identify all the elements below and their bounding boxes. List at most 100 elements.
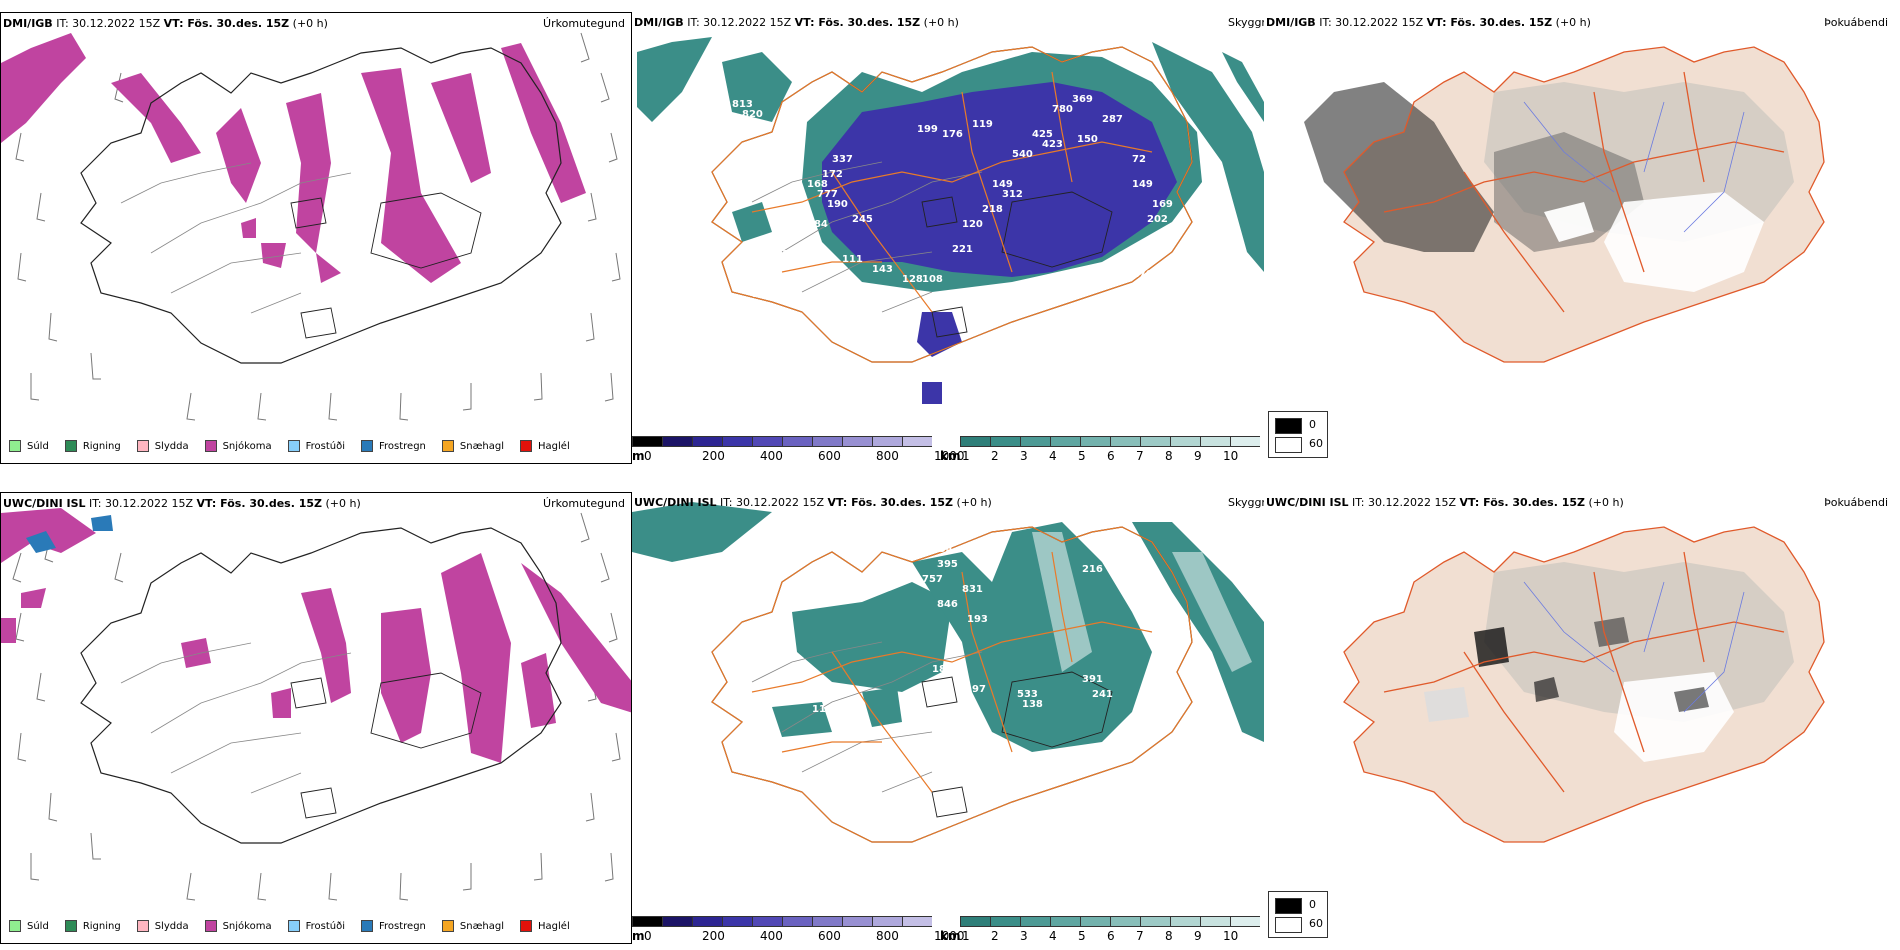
snow-depth-label: 369	[1072, 94, 1093, 105]
snow-depth-label: 149	[992, 179, 1013, 190]
vis-scale-tick: 10	[1223, 449, 1239, 463]
snow-depth-label: 780	[1052, 104, 1073, 115]
legend-label: Rigning	[82, 440, 121, 452]
vis-colorbar-step	[990, 916, 1020, 927]
snow-colorbar-step	[692, 916, 722, 927]
snow-depth-label: 484	[807, 219, 828, 230]
vis-scale-tick: 6	[1107, 449, 1115, 463]
legend-swatch	[64, 440, 77, 452]
legend-item: Snjókoma	[199, 920, 272, 932]
panel-title: Úrkomutegund	[543, 497, 625, 510]
header: DMI/IGB IT: 30.12.2022 15Z VT: Fös. 30.d…	[3, 17, 328, 30]
snow-depth-label: 119	[972, 119, 993, 130]
snow-depth-areas	[822, 82, 1177, 404]
legend-swatch	[136, 440, 149, 452]
legend-label: Rigning	[82, 920, 121, 932]
legend-item: Snæhagl	[436, 440, 504, 452]
header: DMI/IGB IT: 30.12.2022 15Z VT: Fös. 30.d…	[634, 16, 959, 29]
legend-label: Snæhagl	[459, 440, 505, 452]
legend-item: Rigning	[59, 440, 121, 452]
snow-depth-label: 831	[962, 584, 983, 595]
snow-colorbar-step	[842, 916, 872, 927]
vis-scale-tick: 1	[962, 929, 970, 943]
snow-scale-tick: 800	[876, 449, 899, 463]
snow-depth-label: 97	[972, 684, 986, 695]
snow-colorbar-step	[872, 436, 902, 447]
snow-depth-label: 423	[1042, 139, 1063, 150]
snow-scale-tick: 0	[644, 929, 652, 943]
vis-colorbar-step	[1230, 436, 1260, 447]
vis-colorbar-step	[1140, 436, 1170, 447]
vis-colorbar-step	[1170, 436, 1200, 447]
legend-item: Rigning	[59, 920, 121, 932]
snow-depth-label: 202	[1147, 214, 1168, 225]
snow-colorbar-step	[872, 916, 902, 927]
snow-scale-tick: 200	[702, 449, 725, 463]
legend-swatch	[64, 920, 77, 932]
vis-colorbar	[960, 436, 1260, 448]
snow-colorbar-step	[812, 436, 842, 447]
snow-depth-label: 813	[732, 99, 753, 110]
precip-map-bottom	[1, 508, 631, 901]
legend-item: Frostregn	[355, 440, 426, 452]
snow-depth-label: 777	[817, 189, 838, 200]
vis-scale-tick: 9	[1194, 929, 1202, 943]
panel-title: Þokuábendi	[1824, 16, 1888, 29]
snow-depth-label: 112	[1102, 274, 1123, 285]
header: UWC/DINI ISL IT: 30.12.2022 15Z VT: Fös.…	[3, 497, 361, 510]
snow-colorbar	[632, 916, 932, 928]
panel-title: Þokuábendi	[1824, 496, 1888, 509]
snow-depth-label: 216	[1082, 564, 1103, 575]
vis-panel-bottom: 394 395 757 846 831 193 216 186 97 533 138 391 241 11…	[632, 492, 1264, 944]
vis-scale-tick: 10	[1223, 929, 1239, 943]
snow-depth-label: 143	[872, 264, 893, 275]
snow-colorbar-step	[902, 436, 932, 447]
vis-scale-tick: 7	[1136, 449, 1144, 463]
snow-depth-label: 221	[952, 244, 973, 255]
legend-label: Snjókoma	[222, 920, 272, 932]
vis-colorbar-step	[990, 436, 1020, 447]
vis-colorbar-step	[1020, 436, 1050, 447]
snow-depth-label: 193	[967, 614, 988, 625]
vis-colorbar-step	[960, 916, 990, 927]
legend-swatch	[9, 440, 21, 452]
vis-colorbar-step	[1200, 436, 1230, 447]
precip-legend: Súld Rigning Slydda Snjókoma Frostúði Frostre…	[3, 437, 580, 455]
legend-label: Frostúði	[305, 440, 345, 452]
legend-swatch	[136, 920, 149, 932]
fog-map-top	[1304, 46, 1825, 363]
legend-swatch	[287, 440, 300, 452]
vis-scale-tick: 1	[962, 449, 970, 463]
snow-depth-label: 190	[827, 199, 848, 210]
legend-label: Súld	[27, 920, 49, 932]
fog-panel-top: DMI/IGB IT: 30.12.2022 15Z VT: Fös. 30.d…	[1264, 12, 1900, 464]
vis-scale-tick: 2	[991, 449, 999, 463]
snow-depth-label: 757	[922, 574, 943, 585]
vis-scale-tick: 4	[1049, 929, 1057, 943]
snow-scale-tick: 1000	[934, 929, 965, 943]
precip-panel-bottom: UWC/DINI ISL IT: 30.12.2022 15Z VT: Fös.…	[0, 492, 632, 944]
snow-colorbar-step	[752, 436, 782, 447]
snow-depth-label: 110	[842, 714, 863, 725]
snow-depth-label: 218	[982, 204, 1003, 215]
snow-depth-label: 241	[1092, 689, 1113, 700]
snow-scale-tick: 600	[818, 929, 841, 943]
legend-label: Haglél	[538, 440, 570, 452]
legend-label: Snæhagl	[459, 920, 505, 932]
snow-colorbar-step	[752, 916, 782, 927]
snow-depth-label: 540	[1012, 149, 1033, 160]
legend-item: Frostregn	[355, 920, 426, 932]
snow-depth-label: 391	[1082, 674, 1103, 685]
vis-colorbar-step	[1080, 436, 1110, 447]
legend-swatch	[287, 920, 300, 932]
legend-label: Frostregn	[379, 920, 426, 932]
legend-swatch	[441, 440, 454, 452]
snow-depth-label: 312	[1002, 189, 1023, 200]
precip-legend: Súld Rigning Slydda Snjókoma Frostúði Frostre…	[3, 917, 580, 935]
vis-scale-tick: 8	[1165, 449, 1173, 463]
snow-depth-label: 722	[782, 134, 803, 145]
snow-depth-label: 172	[822, 169, 843, 180]
